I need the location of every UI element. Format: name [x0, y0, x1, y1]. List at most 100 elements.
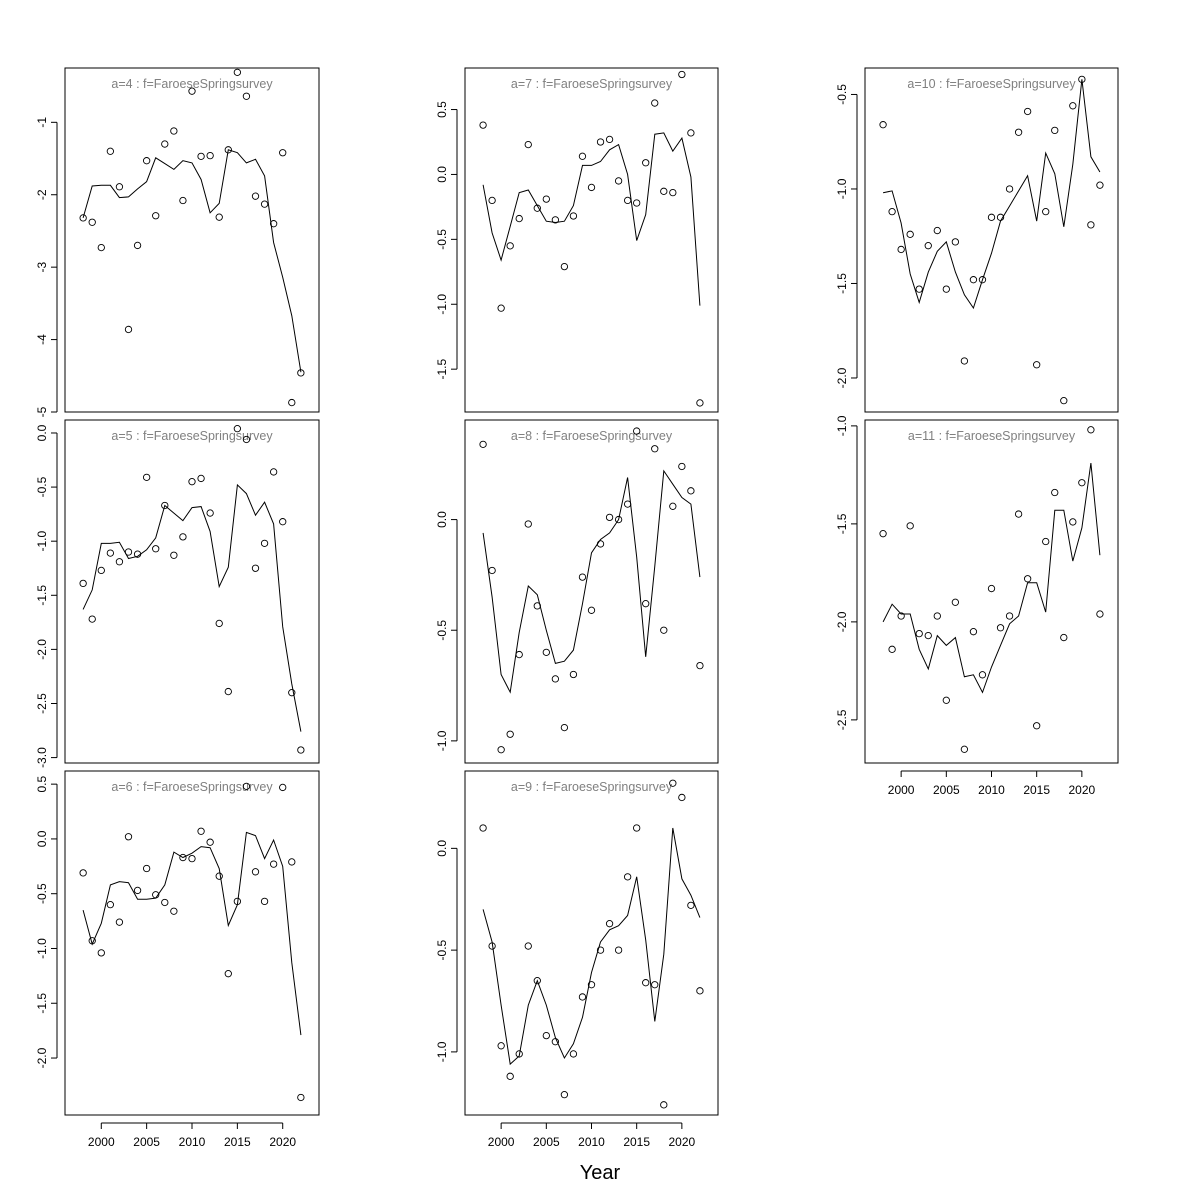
- y-tick-label: -1.0: [435, 730, 449, 751]
- observed-point: [897, 612, 905, 620]
- y-tick-label: 0.0: [435, 166, 449, 183]
- observed-point: [97, 243, 105, 252]
- observed-point: [506, 730, 514, 738]
- y-tick-label: -2.0: [35, 639, 49, 660]
- panel-title: a=11 : f=FaroeseSpringsurvey: [908, 429, 1076, 443]
- observed-point: [269, 860, 278, 868]
- observed-point: [242, 435, 251, 444]
- observed-point: [179, 853, 187, 862]
- observed-point: [596, 138, 605, 146]
- observed-point: [633, 427, 641, 435]
- observed-point: [879, 121, 887, 129]
- observed-point: [224, 146, 232, 154]
- x-tick-label: 2005: [933, 783, 960, 797]
- observed-point: [614, 946, 623, 954]
- y-tick-label: -1.5: [835, 273, 849, 294]
- observed-point: [479, 824, 487, 832]
- observed-point: [297, 369, 305, 377]
- observed-point: [488, 942, 496, 950]
- observed-point: [587, 183, 596, 192]
- observed-point: [587, 606, 596, 614]
- observed-point: [924, 242, 932, 250]
- observed-point: [115, 918, 124, 926]
- y-tick-label: -2.0: [835, 367, 849, 388]
- panel-4: a=7 : f=FaroeseSpringsurvey -1.5 -1.0 -0.5 0…: [435, 67, 719, 413]
- observed-point: [642, 979, 650, 987]
- observed-point: [1005, 185, 1014, 193]
- observed-point: [279, 783, 287, 792]
- observed-point: [297, 1093, 305, 1102]
- observed-point: [206, 151, 214, 160]
- panel-frame: [64, 67, 320, 413]
- observed-point: [515, 214, 523, 223]
- observed-point: [497, 1042, 505, 1050]
- x-tick-label: 2015: [224, 1135, 251, 1149]
- panel-frame: [464, 419, 719, 764]
- observed-point: [1060, 397, 1068, 405]
- observed-point: [524, 520, 532, 528]
- observed-point: [951, 598, 960, 606]
- observed-point: [188, 854, 196, 863]
- x-tick-label: 2015: [623, 1135, 650, 1149]
- observed-point: [569, 670, 578, 679]
- panel-title: a=9 : f=FaroeseSpringsurvey: [511, 780, 673, 794]
- observed-point: [915, 629, 923, 638]
- panel-5: a=8 : f=FaroeseSpringsurvey -1.0 -0.5 0.0: [435, 419, 719, 764]
- y-tick-label: 0.0: [435, 511, 449, 528]
- panel-frame: [64, 770, 320, 1116]
- observed-point: [242, 92, 251, 100]
- y-tick-label: 0.5: [435, 101, 449, 118]
- observed-point: [578, 152, 587, 160]
- observed-point: [1042, 207, 1050, 216]
- observed-point: [978, 276, 987, 284]
- observed-point: [124, 833, 133, 841]
- observed-point: [933, 612, 941, 620]
- observed-point: [542, 648, 550, 657]
- observed-point: [197, 827, 205, 835]
- observed-point: [179, 533, 187, 541]
- observed-point: [260, 539, 269, 548]
- observed-point: [115, 183, 124, 191]
- observed-point: [197, 474, 205, 483]
- observed-point: [161, 898, 169, 907]
- panel-title: a=7 : f=FaroeseSpringsurvey: [511, 77, 673, 91]
- observed-point: [687, 487, 695, 495]
- observed-point: [233, 68, 242, 76]
- y-tick-label: -0.5: [435, 229, 449, 250]
- panel-6: a=9 : f=FaroeseSpringsurvey -1.0 -0.5 0.0 20…: [435, 770, 719, 1149]
- observed-point: [587, 981, 596, 989]
- observed-point: [1033, 722, 1041, 730]
- observed-point: [133, 550, 142, 558]
- observed-point: [533, 602, 541, 610]
- observed-point: [605, 513, 614, 522]
- panel-frame: [864, 67, 1119, 413]
- observed-point: [97, 949, 105, 957]
- observed-point: [206, 838, 214, 846]
- observed-point: [142, 157, 151, 165]
- observed-point: [497, 304, 505, 312]
- observed-point: [97, 566, 105, 575]
- observed-point: [1069, 518, 1077, 526]
- observed-point: [279, 149, 287, 157]
- observed-point: [1078, 479, 1086, 487]
- observed-point: [133, 886, 142, 895]
- observed-point: [533, 977, 541, 985]
- observed-point: [651, 445, 659, 453]
- observed-point: [942, 285, 950, 293]
- observed-point: [224, 687, 232, 696]
- observed-point: [106, 549, 115, 557]
- observed-point: [1060, 633, 1068, 642]
- observed-point: [170, 551, 178, 559]
- observed-point: [251, 868, 260, 876]
- observed-point: [188, 87, 196, 95]
- x-tick-label: 2020: [269, 1135, 296, 1149]
- observed-point: [578, 993, 587, 1001]
- y-tick-label: -2: [35, 189, 49, 200]
- x-tick-label: 2005: [533, 1135, 560, 1149]
- observed-point: [288, 689, 296, 697]
- observed-point: [569, 212, 578, 220]
- observed-point: [179, 196, 187, 205]
- fitted-line: [82, 831, 302, 1036]
- observed-point: [215, 872, 223, 880]
